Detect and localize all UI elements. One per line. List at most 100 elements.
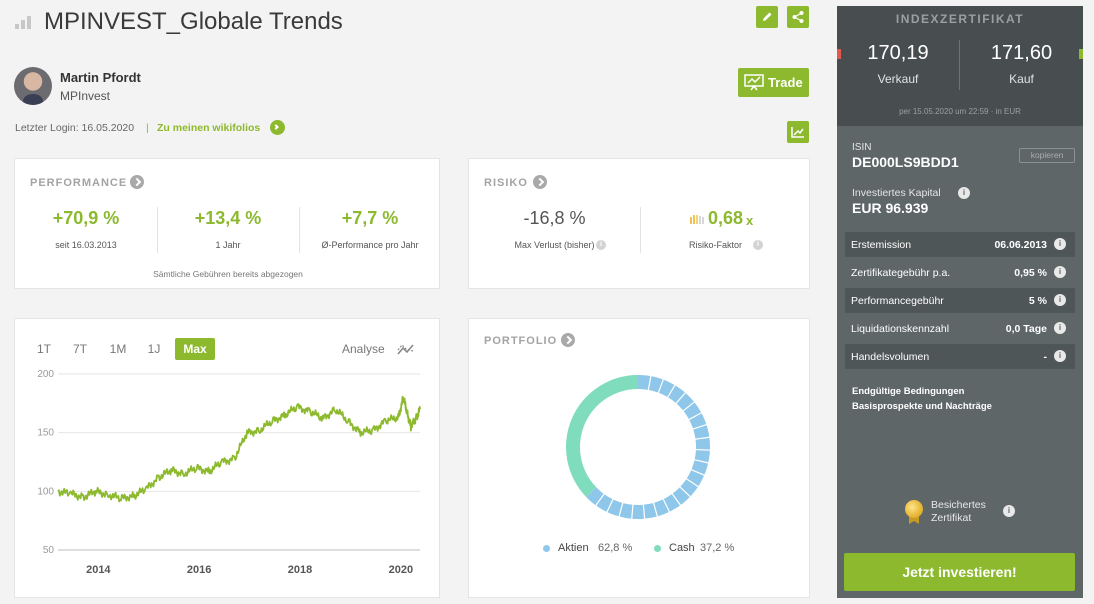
certificate-sidebar: INDEXZERTIFIKAT 170,19 Verkauf 171,60 Ka…: [837, 6, 1083, 598]
info-icon[interactable]: i: [1054, 294, 1066, 306]
risk-factor-gauge-icon: [690, 215, 704, 224]
buy-label: Kauf: [1009, 72, 1034, 86]
pencil-icon: [763, 12, 772, 21]
isin-value: DE000LS9BDD1: [852, 154, 959, 170]
chart-tab-1t[interactable]: 1T: [36, 342, 51, 356]
max-loss-value: -16,8 %: [523, 208, 586, 228]
legend-aktien-label: Aktien: [558, 542, 589, 554]
invest-button-label: Jetzt investieren!: [902, 564, 1017, 580]
y-tick-label: 200: [37, 369, 54, 380]
performance-avg-value: +7,7 %: [341, 208, 399, 228]
detail-row-erstemission: Erstemission 06.06.2013 i: [845, 232, 1075, 257]
sell-indicator: [837, 49, 841, 59]
buy-price: 171,60: [990, 42, 1053, 64]
portfolio-info-arrow-icon[interactable]: [561, 333, 575, 347]
x-tick-label: 2018: [288, 564, 312, 576]
max-loss-label: Max Verlust (bisher): [514, 240, 595, 250]
price-panel: INDEXZERTIFIKAT 170,19 Verkauf 171,60 Ka…: [837, 6, 1083, 126]
chart-tab-max[interactable]: Max: [175, 338, 215, 360]
performance-title: PERFORMANCE: [30, 177, 128, 189]
detail-label: Zertifikategebühr p.a.: [851, 267, 951, 279]
secured-certificate-info-icon[interactable]: i: [1003, 505, 1015, 517]
portfolio-title: PORTFOLIO: [484, 335, 558, 347]
author-name[interactable]: Martin Pfordt: [60, 70, 141, 85]
performance-footnote: Sämtliche Gebühren bereits abgezogen: [153, 269, 303, 279]
invest-button[interactable]: Jetzt investieren!: [844, 553, 1075, 591]
info-icon[interactable]: i: [1054, 266, 1066, 278]
secured-certificate-line2: Zertifikat: [931, 512, 972, 524]
detail-label: Liquidationskennzahl: [851, 323, 950, 335]
wikifolios-link-arrow-icon[interactable]: [270, 120, 285, 135]
avatar[interactable]: [14, 67, 52, 105]
risk-factor-value: 0,68: [708, 208, 744, 228]
wikifolios-link[interactable]: Zu meinen wikifolios: [157, 122, 261, 134]
legend-cash-value: 37,2 %: [700, 542, 735, 554]
chart-tab-1m[interactable]: 1M: [109, 342, 127, 356]
risk-info-arrow-icon[interactable]: [533, 175, 547, 189]
trade-icon: [744, 74, 764, 91]
detail-value: 0,0 Tage: [1005, 323, 1047, 335]
series-line: [57, 395, 421, 503]
detail-label: Handelsvolumen: [851, 351, 930, 363]
detail-row-liquidationskennzahl: Liquidationskennzahl 0,0 Tage i: [845, 316, 1075, 341]
y-tick-label: 50: [43, 545, 55, 556]
info-icon[interactable]: i: [1054, 350, 1066, 362]
performance-card: PERFORMANCE +70,9 % seit 16.03.2013 +13,…: [14, 158, 440, 289]
detail-row-zertifikategebuehr: Zertifikategebühr p.a. 0,95 % i: [845, 260, 1075, 285]
detail-row-performancegebuehr: Performancegebühr 5 % i: [845, 288, 1075, 313]
divider: [157, 207, 158, 253]
detail-value: 5 %: [1028, 295, 1047, 307]
divider: [299, 207, 300, 253]
detail-value: 0,95 %: [1014, 267, 1047, 279]
detail-row-handelsvolumen: Handelsvolumen - i: [845, 344, 1075, 369]
risk-card: RISIKO -16,8 % Max Verlust (bisher) i 0,…: [468, 158, 810, 289]
capital-label: Investiertes Kapital: [852, 187, 941, 199]
info-icon[interactable]: i: [1054, 238, 1066, 250]
performance-1y-label: 1 Jahr: [215, 240, 241, 250]
risk-factor-info-icon[interactable]: i: [753, 240, 763, 250]
portfolio-donut-chart[interactable]: [563, 372, 713, 522]
y-tick-label: 150: [37, 428, 54, 439]
trade-button[interactable]: Trade: [738, 68, 809, 97]
chart-link-button[interactable]: [787, 121, 809, 143]
author-company[interactable]: MPInvest: [60, 89, 111, 103]
info-icon[interactable]: i: [1054, 322, 1066, 334]
y-tick-label: 100: [37, 486, 54, 497]
donut-slice-aktien[interactable]: [586, 375, 711, 520]
last-login: Letzter Login: 16.05.2020: [15, 122, 135, 134]
x-tick-label: 2016: [187, 564, 211, 576]
detail-value: 06.06.2013: [994, 239, 1047, 251]
price-note: per 15.05.2020 um 22:59 · in EUR: [899, 107, 1021, 116]
share-button[interactable]: [787, 6, 809, 28]
legend-aktien-value: 62,8 %: [598, 542, 633, 554]
sidebar-title: INDEXZERTIFIKAT: [895, 12, 1025, 26]
buy-indicator: [1079, 49, 1083, 59]
max-loss-info-icon[interactable]: i: [596, 240, 606, 250]
secured-certificate-line1: Besichertes: [931, 499, 986, 511]
copy-isin-button[interactable]: kopieren: [1019, 148, 1075, 163]
chart-tab-7t[interactable]: 7T: [72, 342, 87, 356]
capital-info-icon[interactable]: i: [958, 187, 970, 199]
sell-label: Verkauf: [877, 72, 919, 86]
x-tick-label: 2020: [389, 564, 413, 576]
price-chart-card: [14, 318, 440, 598]
performance-info-arrow-icon[interactable]: [130, 175, 144, 189]
chart-tab-1j[interactable]: 1J: [147, 342, 161, 356]
risk-factor-label: Risiko-Faktor: [688, 240, 742, 250]
sell-price: 170,19: [867, 42, 929, 64]
prospectus-link[interactable]: Basisprospekte und Nachträge: [852, 401, 992, 412]
analyse-icon: [397, 344, 414, 355]
legend-cash-label: Cash: [669, 542, 695, 554]
secured-certificate-badge-icon: [905, 500, 923, 524]
performance-since-start-label: seit 16.03.2013: [55, 240, 117, 250]
final-terms-link[interactable]: Endgültige Bedingungen: [852, 386, 965, 397]
capital-value: EUR 96.939: [852, 200, 929, 216]
separator: |: [146, 122, 149, 134]
analyse-button[interactable]: Analyse: [342, 342, 416, 358]
x-tick-label: 2014: [86, 564, 111, 576]
divider: [640, 207, 641, 253]
edit-button[interactable]: [756, 6, 778, 28]
donut-slice-cash[interactable]: [566, 375, 638, 497]
price-chart[interactable]: 200 150 100 50 2014 2016 2018 2020: [30, 368, 426, 588]
share-icon: [792, 11, 804, 23]
